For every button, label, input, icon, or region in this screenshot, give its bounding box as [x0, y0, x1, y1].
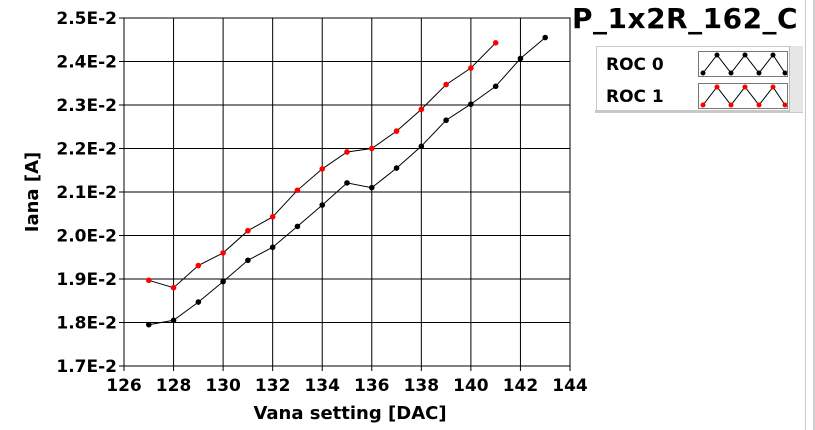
- legend-swatch-point-1: [714, 84, 720, 90]
- data-point-roc-1: [145, 277, 152, 284]
- data-point-roc-0: [269, 244, 276, 251]
- data-point-roc-0: [443, 117, 449, 124]
- y-tick-label: 2.1E-2: [56, 183, 117, 203]
- legend-swatch-point-1: [770, 84, 776, 90]
- y-axis-label: Iana [A]: [22, 152, 43, 232]
- legend-swatch-point-0: [714, 52, 720, 58]
- data-point-roc-1: [220, 250, 226, 256]
- x-tick-label: 140: [453, 376, 489, 396]
- x-tick-label: 136: [354, 376, 390, 396]
- data-point-roc-1: [170, 284, 177, 291]
- data-point-roc-1: [319, 166, 326, 172]
- x-axis-ticks: 126 128 130 132 134 136 138 140 142 144: [106, 366, 588, 396]
- data-point-roc-1: [393, 128, 400, 134]
- legend-swatch-point-0: [770, 52, 776, 58]
- data-point-roc-0: [245, 257, 251, 264]
- data-point-roc-0: [344, 180, 350, 186]
- data-point-roc-0: [294, 223, 301, 230]
- data-point-roc-1: [492, 39, 499, 46]
- window-border: [813, 0, 815, 430]
- data-point-roc-0: [195, 299, 202, 305]
- data-point-roc-1: [418, 106, 425, 113]
- legend-swatch-point-1: [742, 84, 748, 90]
- x-tick-label: 134: [304, 376, 340, 396]
- data-point-roc-0: [145, 321, 152, 328]
- data-point-roc-0: [492, 83, 499, 90]
- legend-shadow: [595, 110, 803, 113]
- legend-label-roc-0: ROC 0: [606, 55, 664, 75]
- legend-swatch-roc-0: [698, 51, 788, 77]
- data-point-roc-1: [443, 81, 449, 88]
- x-axis-label: Vana setting [DAC]: [253, 403, 446, 424]
- legend-swatch-point-0: [742, 52, 748, 58]
- y-axis-ticks: 1.7E-2 1.8E-2 1.9E-2 2.0E-2 2.1E-2 2.2E-2 2.3E…: [56, 9, 124, 377]
- legend-label-roc-1: ROC 1: [606, 87, 664, 107]
- data-point-roc-0: [170, 317, 177, 324]
- legend-item-roc-1: ROC 1: [606, 83, 790, 109]
- legend-swatch-point-1: [728, 102, 734, 108]
- x-tick-label: 132: [255, 376, 291, 396]
- data-point-roc-0: [542, 34, 549, 41]
- data-point-roc-1: [294, 187, 301, 194]
- data-point-roc-0: [319, 202, 326, 208]
- data-point-roc-0: [418, 143, 425, 150]
- legend-swatch-roc-1: [698, 83, 788, 109]
- y-tick-label: 2.0E-2: [56, 227, 117, 247]
- data-point-roc-1: [245, 227, 251, 234]
- data-point-roc-0: [468, 101, 474, 107]
- legend-item-roc-0: ROC 0: [606, 51, 790, 77]
- x-tick-label: 128: [156, 376, 192, 396]
- x-tick-label: 138: [404, 376, 440, 396]
- legend-swatch-point-0: [728, 70, 734, 76]
- legend-swatch-line-1: [702, 86, 786, 106]
- legend-swatch-line-0: [702, 54, 786, 74]
- series-points: [145, 34, 549, 328]
- data-point-roc-0: [220, 278, 226, 285]
- data-point-roc-0: [368, 184, 375, 191]
- x-tick-label: 144: [552, 376, 588, 396]
- y-tick-label: 1.7E-2: [56, 357, 117, 377]
- x-tick-label: 130: [205, 376, 241, 396]
- legend-scrollbar[interactable]: [789, 46, 803, 112]
- legend-swatch-point-0: [700, 70, 706, 76]
- data-point-roc-0: [517, 55, 524, 62]
- data-point-roc-1: [195, 262, 202, 269]
- x-tick-label: 126: [106, 376, 142, 396]
- y-tick-label: 1.9E-2: [56, 270, 117, 290]
- legend-swatch-point-0: [782, 70, 788, 76]
- data-point-roc-1: [468, 65, 474, 71]
- y-tick-label: 2.5E-2: [56, 9, 117, 29]
- legend-swatch-point-0: [756, 70, 762, 76]
- data-point-roc-1: [368, 145, 375, 152]
- panel-edge: [805, 0, 806, 430]
- data-point-roc-0: [393, 165, 400, 171]
- grid-lines: [124, 18, 570, 366]
- legend-swatch-point-1: [700, 102, 706, 108]
- legend: [596, 46, 803, 113]
- data-point-roc-1: [269, 213, 276, 220]
- chart-title: P_1x2R_162_C: [572, 2, 799, 35]
- y-tick-label: 2.4E-2: [56, 53, 117, 73]
- y-tick-label: 2.3E-2: [56, 96, 117, 116]
- y-tick-label: 1.8E-2: [56, 314, 117, 334]
- legend-swatch-point-1: [756, 102, 762, 108]
- data-point-roc-1: [344, 149, 350, 155]
- x-tick-label: 142: [503, 376, 539, 396]
- y-tick-label: 2.2E-2: [56, 140, 117, 160]
- legend-swatch-point-1: [782, 102, 788, 108]
